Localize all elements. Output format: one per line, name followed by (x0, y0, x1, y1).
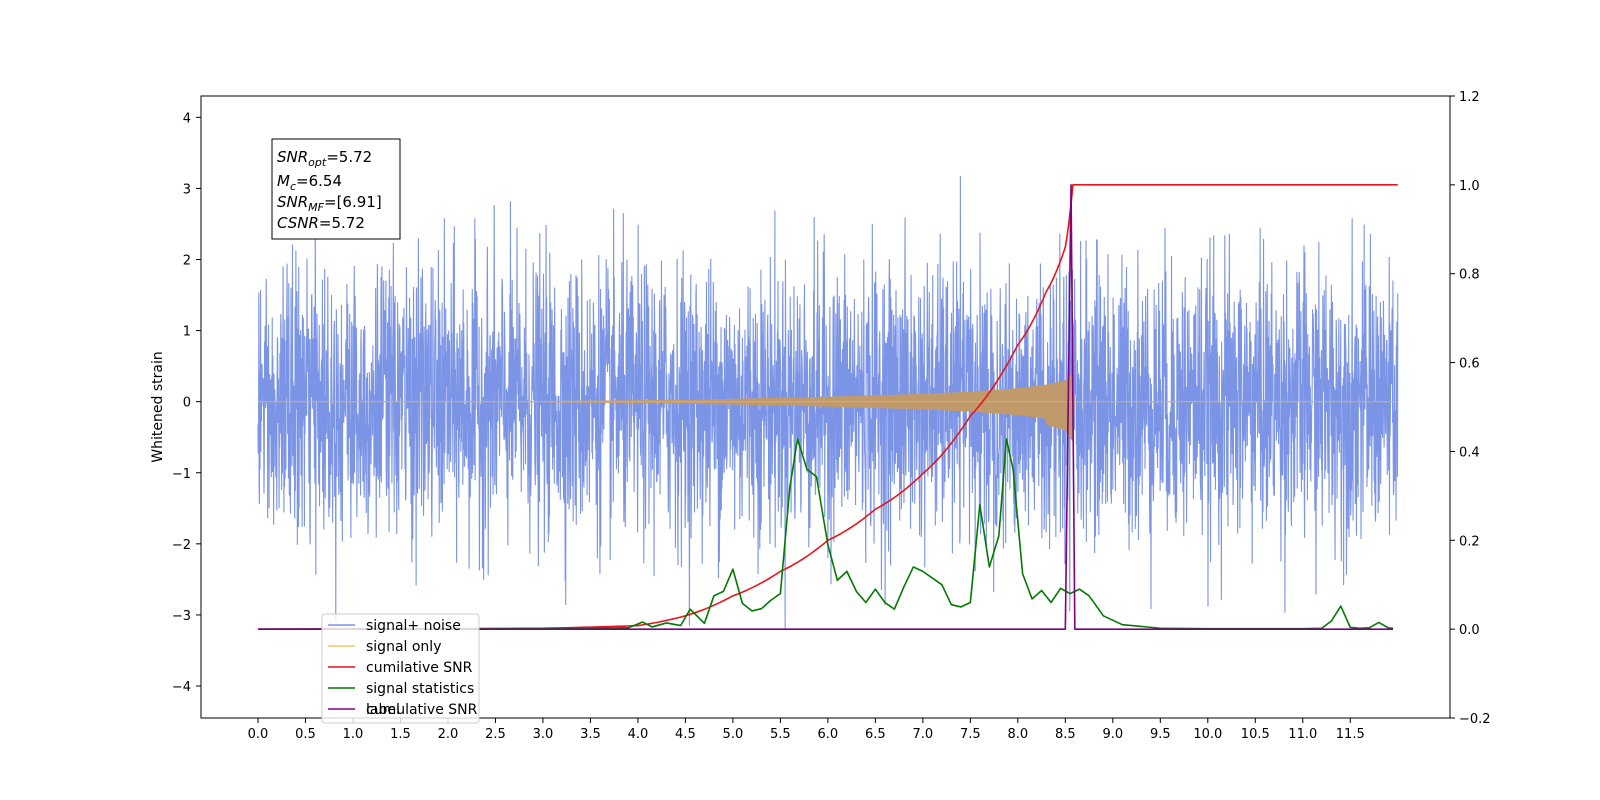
y-right-tick-label: 0.6 (1459, 357, 1480, 372)
info-mc-symbol: M (277, 172, 290, 190)
x-tick-label: 4.5 (675, 727, 696, 742)
x-tick-label: 1.5 (390, 727, 411, 742)
x-tick-label: 3.0 (533, 727, 554, 742)
x-tick-label: 2.0 (438, 727, 459, 742)
y-right-tick-label: 0.4 (1459, 445, 1480, 460)
legend-label-signal-plus-noise: signal+ noise (366, 618, 461, 634)
x-tick-label: 10.0 (1193, 727, 1222, 742)
x-tick-label: 5.5 (770, 727, 791, 742)
cumulative-snr-line (257, 184, 1398, 630)
x-tick-label: 7.0 (913, 727, 934, 742)
series-cumulative-snr (257, 184, 1398, 630)
info-snr-opt-value: =5.72 (326, 148, 372, 166)
info-box-frame (271, 138, 401, 240)
legend-frame (321, 613, 480, 724)
info-box: SNRopt=5.72 Mc=6.54 SNRMF=[6.91] CSNR=5.… (271, 138, 401, 240)
x-tick-label: 6.0 (818, 727, 839, 742)
info-snr-mf-symbol: SNR (277, 193, 308, 211)
y-left-tick-label: −3 (172, 609, 191, 624)
info-csnr-symbol: CSNR (277, 214, 319, 232)
info-csnr: CSNR=5.72 (277, 214, 365, 232)
y-axis-right-ticks: −0.2 0.0 0.2 0.4 0.6 0.8 1.0 1.2 (1450, 90, 1491, 727)
y-right-tick-label: 1.0 (1459, 179, 1480, 194)
info-snr-mf-value: =[6.91] (324, 193, 382, 211)
x-tick-label: 0.5 (295, 727, 316, 742)
legend-label-signal-statistics: signal statistics (366, 681, 474, 697)
info-snr-mf: SNRMF=[6.91] (277, 193, 382, 214)
y-left-tick-label: 0 (183, 396, 191, 411)
y-left-tick-label: 4 (183, 111, 191, 126)
x-tick-label: 6.5 (865, 727, 886, 742)
x-tick-label: 8.5 (1055, 727, 1076, 742)
info-snr-opt: SNRopt=5.72 (277, 148, 372, 169)
legend-label-label: label (366, 702, 400, 718)
y-left-tick-label: −2 (172, 538, 191, 553)
y-left-tick-label: 3 (183, 182, 191, 197)
x-tick-label: 5.0 (723, 727, 744, 742)
x-tick-label: 9.0 (1102, 727, 1123, 742)
x-tick-label: 1.0 (343, 727, 364, 742)
x-tick-label: 10.5 (1241, 727, 1270, 742)
x-tick-label: 9.5 (1150, 727, 1171, 742)
y-left-tick-label: −4 (172, 680, 191, 695)
y-left-tick-label: −1 (172, 467, 191, 482)
series-signal-only (257, 372, 1398, 441)
y-right-tick-label: 0.8 (1459, 268, 1480, 283)
x-tick-label: 8.0 (1007, 727, 1028, 742)
y-axis-left-ticks: −4 −3 −2 −1 0 1 2 3 4 (172, 111, 201, 695)
legend-entry-signal-only: signal only (328, 639, 441, 655)
info-mc: Mc=6.54 (277, 172, 342, 193)
info-snr-opt-sub: opt (308, 156, 327, 169)
legend: signal+ noise signal only cumilative SNR… (321, 613, 480, 724)
series-label (257, 184, 1394, 630)
legend-entry-signal-plus-noise: signal+ noise (328, 618, 461, 634)
signal-plus-noise-line (257, 176, 1399, 631)
x-tick-label: 7.5 (960, 727, 981, 742)
x-axis-ticks: 0.0 0.5 1.0 1.5 2.0 2.5 3.0 3.5 4.0 4.5 5.0 5.5 6.0 6… (248, 718, 1365, 742)
legend-entry-signal-statistics: signal statistics (328, 681, 474, 697)
signal-only-band (542, 372, 1075, 441)
y-right-tick-label: 0.0 (1459, 623, 1480, 638)
x-tick-label: 11.5 (1336, 727, 1365, 742)
legend-entry-cumulative-snr: cumilative SNR (328, 660, 473, 676)
y-right-tick-label: 1.2 (1459, 90, 1480, 105)
info-snr-opt-symbol: SNR (277, 148, 308, 166)
x-tick-label: 0.0 (248, 727, 269, 742)
series-signal-plus-noise (257, 176, 1399, 631)
x-tick-label: 11.0 (1288, 727, 1317, 742)
info-csnr-value: =5.72 (319, 214, 365, 232)
plot-frame (200, 95, 1451, 719)
y-axis-label: Whitened strain (150, 351, 166, 462)
x-tick-label: 2.5 (485, 727, 506, 742)
x-tick-label: 3.5 (580, 727, 601, 742)
y-left-tick-label: 2 (183, 253, 191, 268)
legend-label-signal-only: signal only (366, 639, 441, 655)
legend-label-cumulative-snr: cumilative SNR (366, 660, 473, 676)
info-mc-sub: c (290, 180, 296, 193)
info-snr-mf-sub: MF (308, 201, 324, 214)
x-tick-label: 4.0 (628, 727, 649, 742)
info-mc-value: =6.54 (296, 172, 342, 190)
legend-entry-label: cumulative SNR label (328, 702, 478, 718)
label-line (257, 184, 1394, 630)
y-left-tick-label: 1 (183, 325, 191, 340)
legend-faded-text: cumulative SNR (366, 702, 478, 718)
y-right-tick-label: −0.2 (1459, 712, 1491, 727)
y-right-tick-label: 0.2 (1459, 534, 1480, 549)
